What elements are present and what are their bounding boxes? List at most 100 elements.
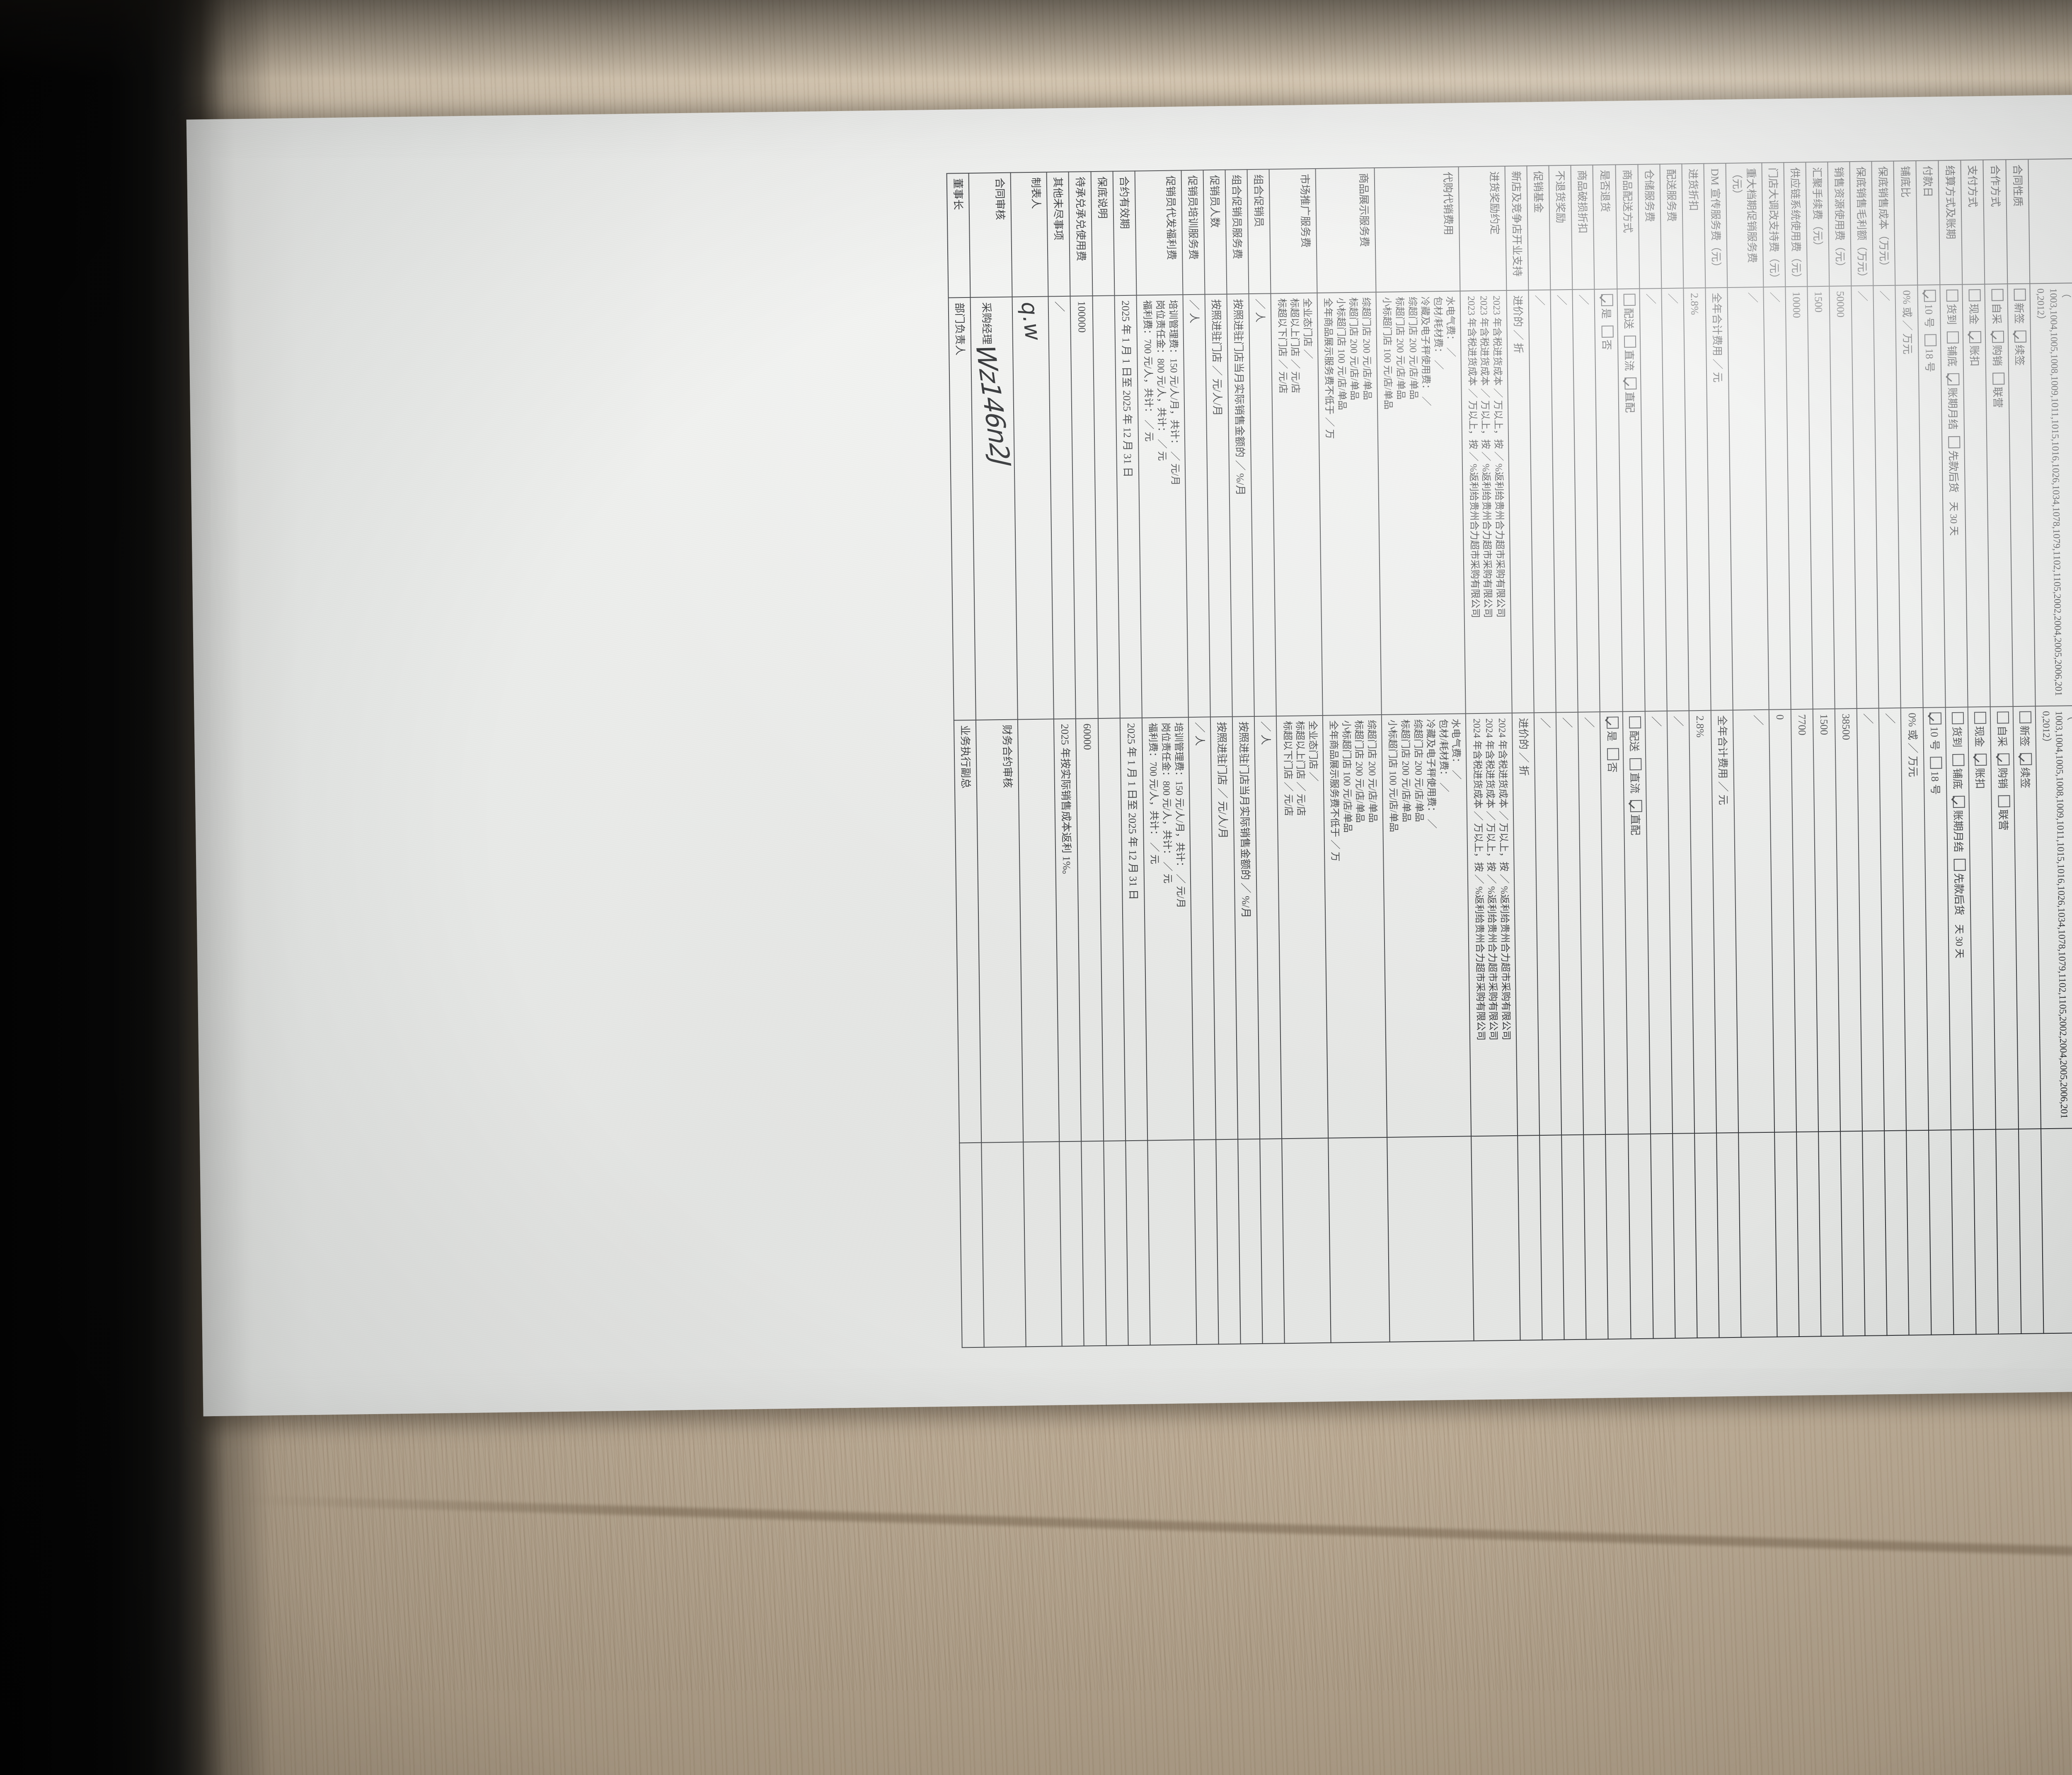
checkbox-option[interactable]: 配送 bbox=[1627, 716, 1641, 752]
checkbox-checked-icon[interactable] bbox=[1924, 290, 1936, 302]
note-cell[interactable] bbox=[1126, 1140, 1150, 1345]
checkbox-option[interactable]: 新签 bbox=[2011, 289, 2026, 324]
checkbox-checked-icon[interactable] bbox=[1624, 377, 1636, 389]
checkbox-unchecked-icon[interactable] bbox=[1623, 294, 1635, 306]
note-cell[interactable] bbox=[1818, 1132, 1843, 1337]
checkbox-unchecked-icon[interactable] bbox=[2014, 289, 2026, 301]
note-cell[interactable] bbox=[1694, 1133, 1719, 1338]
checkbox-unchecked-icon[interactable] bbox=[1946, 290, 1958, 302]
checkbox-option[interactable]: 续签 bbox=[2018, 753, 2032, 788]
cell-2024[interactable]: 全业态门店 ／标超以上门店 ／ 元/店 标超以下门店 ／ 元/店 bbox=[1271, 293, 1323, 716]
checkbox-option[interactable]: 续签 bbox=[2012, 331, 2026, 366]
signature-slot-right[interactable] bbox=[1018, 719, 1060, 1142]
checkbox-option[interactable]: 现金 bbox=[1967, 289, 1981, 324]
note-cell[interactable] bbox=[1104, 1141, 1128, 1346]
checkbox-checked-icon[interactable] bbox=[1997, 753, 2009, 765]
note-cell[interactable] bbox=[1973, 1129, 1999, 1335]
checkbox-option[interactable]: 配送 bbox=[1621, 294, 1636, 329]
cell-2025[interactable]: 代理直营框架协议全门店供货商区域门店（ 1003,1004,1005,1008,… bbox=[2035, 705, 2072, 1129]
signature-note[interactable] bbox=[981, 1142, 1026, 1347]
checkbox-option[interactable]: 10 号 bbox=[1922, 290, 1936, 328]
note-cell[interactable] bbox=[1884, 1131, 1909, 1336]
note-cell[interactable] bbox=[1738, 1132, 1777, 1337]
checkbox-unchecked-icon[interactable] bbox=[1624, 336, 1636, 348]
note-cell[interactable] bbox=[1606, 1134, 1631, 1339]
note-cell[interactable] bbox=[1471, 1136, 1520, 1341]
note-cell[interactable] bbox=[1194, 1139, 1219, 1345]
cell-2025[interactable]: 综超门店 200 元/店/单品 标超门店 200 元/店/单品 小标超门店 100 … bbox=[1323, 715, 1387, 1138]
signature-slot-left[interactable]: q.w bbox=[1012, 296, 1054, 719]
checkbox-option[interactable]: 现金 bbox=[1972, 712, 1987, 747]
checkbox-option[interactable]: 18 号 bbox=[1928, 757, 1942, 795]
cell-2024[interactable]: 水电气费： ／包材/耗材费： ／冷藏及电子秤使用费： ／综超门店 200 元/店… bbox=[1376, 291, 1466, 715]
cell-2024[interactable]: ／ bbox=[1728, 287, 1769, 710]
note-cell[interactable] bbox=[1328, 1137, 1390, 1343]
cell-2025[interactable]: 全业态门店 ／标超以上门店 ／ 元/店 标超以下门店 ／ 元/店 bbox=[1276, 716, 1328, 1139]
checkbox-option[interactable]: 10 号 bbox=[1927, 712, 1941, 750]
signature-note[interactable] bbox=[1023, 1141, 1062, 1347]
cell-2025[interactable]: ／ bbox=[1733, 710, 1774, 1133]
checkbox-unchecked-icon[interactable] bbox=[1629, 758, 1641, 770]
checkbox-option[interactable]: 自采 bbox=[1989, 289, 2004, 324]
note-cell[interactable] bbox=[1796, 1132, 1821, 1337]
note-cell[interactable] bbox=[1774, 1132, 1799, 1337]
checkbox-option[interactable]: 直配 bbox=[1622, 377, 1637, 413]
checkbox-option[interactable]: 货到 bbox=[1944, 290, 1959, 325]
cell-2025[interactable]: 2024 年含税进货成本 ／ 万以上，按 ／ %返利给贵州合力超市采购有限公司 2… bbox=[1466, 713, 1518, 1136]
checkbox-unchecked-icon[interactable] bbox=[1997, 711, 2009, 723]
checkbox-option[interactable]: 账扣 bbox=[1973, 754, 1987, 789]
note-cell[interactable] bbox=[1628, 1134, 1653, 1339]
checkbox-option[interactable]: 购销 bbox=[1995, 753, 2010, 788]
note-cell[interactable] bbox=[1060, 1141, 1084, 1347]
checkbox-option[interactable]: 否 bbox=[1599, 325, 1614, 350]
checkbox-checked-icon[interactable] bbox=[1601, 294, 1613, 306]
note-cell[interactable] bbox=[1862, 1131, 1887, 1336]
note-cell[interactable] bbox=[1260, 1139, 1285, 1344]
note-cell[interactable] bbox=[1996, 1129, 2021, 1334]
cell-2024[interactable]: 综超门店 200 元/店/单品 标超门店 200 元/店/单品 小标超门店 100 … bbox=[1317, 292, 1382, 716]
checkbox-unchecked-icon[interactable] bbox=[1954, 859, 1966, 871]
signature-note[interactable] bbox=[959, 1143, 984, 1348]
checkbox-checked-icon[interactable] bbox=[1953, 796, 1965, 808]
cell-2024[interactable]: 2023 年含税进货成本 ／ 万以上，按 ／ %返利给贵州合力超市采购有限公司 2… bbox=[1460, 290, 1512, 713]
checkbox-option[interactable]: 自采 bbox=[1995, 711, 2009, 747]
checkbox-option[interactable]: 铺底 bbox=[1945, 331, 1959, 367]
checkbox-option[interactable]: 先款后货 bbox=[1952, 859, 1967, 915]
checkbox-unchecked-icon[interactable] bbox=[1952, 712, 1964, 724]
note-cell[interactable] bbox=[1951, 1129, 1976, 1335]
cell-2025[interactable]: 水电气费： ／包材/耗材费： ／冷藏及电子秤使用费： ／综超门店 200 元/店… bbox=[1382, 713, 1472, 1137]
checkbox-unchecked-icon[interactable] bbox=[1952, 754, 1964, 766]
checkbox-unchecked-icon[interactable] bbox=[1924, 334, 1936, 346]
checkbox-option[interactable]: 联营 bbox=[1996, 795, 2010, 830]
checkbox-unchecked-icon[interactable] bbox=[1930, 757, 1942, 769]
checkbox-checked-icon[interactable] bbox=[1630, 800, 1642, 812]
checkbox-checked-icon[interactable] bbox=[1992, 331, 2004, 343]
checkbox-checked-icon[interactable] bbox=[1929, 712, 1941, 724]
checkbox-checked-icon[interactable] bbox=[1975, 754, 1987, 766]
checkbox-unchecked-icon[interactable] bbox=[1947, 331, 1959, 343]
checkbox-option[interactable]: 联营 bbox=[1990, 372, 2004, 408]
note-cell[interactable] bbox=[1518, 1135, 1542, 1340]
cell-2024[interactable]: 代理直营框架协议全门店供货商区域门店（ 1003,1004,1005,1008,… bbox=[2030, 283, 2072, 706]
checkbox-option[interactable]: 账扣 bbox=[1967, 331, 1982, 366]
checkbox-option[interactable]: 货到 bbox=[1950, 712, 1964, 747]
note-cell[interactable] bbox=[1539, 1135, 1564, 1340]
signature-slot-right[interactable]: 财务合约审核 bbox=[976, 720, 1023, 1143]
note-cell[interactable] bbox=[1906, 1130, 1931, 1335]
checkbox-option[interactable]: 否 bbox=[1605, 748, 1619, 773]
checkbox-unchecked-icon[interactable] bbox=[1992, 372, 2004, 385]
checkbox-unchecked-icon[interactable] bbox=[1607, 748, 1619, 760]
signature-slot-left[interactable]: 采购经理Wz146n2J bbox=[971, 297, 1018, 720]
checkbox-unchecked-icon[interactable] bbox=[1948, 436, 1960, 448]
note-cell[interactable] bbox=[1651, 1134, 1675, 1339]
checkbox-unchecked-icon[interactable] bbox=[1969, 289, 1981, 301]
checkbox-unchecked-icon[interactable] bbox=[1998, 795, 2010, 807]
checkbox-checked-icon[interactable] bbox=[2020, 753, 2032, 765]
checkbox-option[interactable]: 账期月结 bbox=[1945, 373, 1960, 430]
checkbox-option[interactable]: 18 号 bbox=[1922, 334, 1936, 372]
note-cell[interactable] bbox=[1282, 1138, 1331, 1343]
checkbox-checked-icon[interactable] bbox=[1969, 331, 1981, 343]
checkbox-unchecked-icon[interactable] bbox=[2019, 711, 2031, 723]
note-cell[interactable] bbox=[2019, 1129, 2044, 1334]
note-cell[interactable] bbox=[1929, 1130, 1954, 1335]
